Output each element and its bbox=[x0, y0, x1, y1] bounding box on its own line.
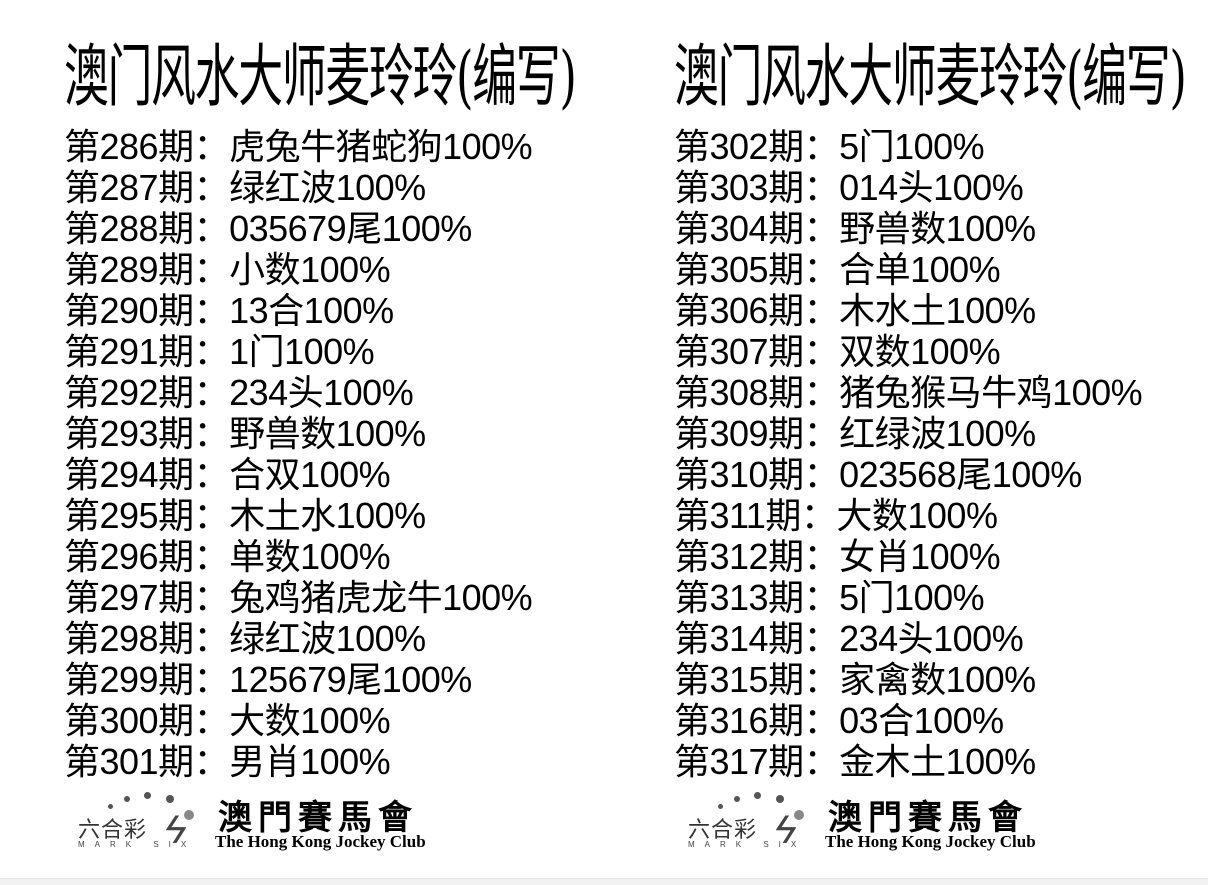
prediction-row: 第309期：红绿波100% bbox=[674, 413, 1036, 454]
prediction-row: 第300期：大数100% bbox=[64, 700, 391, 741]
club-name-cn: 澳門賽馬會 bbox=[218, 798, 418, 838]
mark-six-text: MARK SIX bbox=[78, 840, 197, 849]
mark-six-label: 六合彩 bbox=[688, 817, 758, 842]
prediction-row: 第299期：125679尾100% bbox=[64, 659, 472, 700]
prediction-row: 第317期：金木土100% bbox=[674, 741, 1036, 782]
prediction-row: 第306期：木水土100% bbox=[674, 290, 1036, 331]
dots-icon bbox=[710, 790, 804, 820]
prediction-row: 第295期：木土水100% bbox=[64, 495, 426, 536]
prediction-row: 第301期：男肖100% bbox=[64, 741, 391, 782]
prediction-row: 第292期：234头100% bbox=[64, 372, 414, 413]
dots-icon bbox=[100, 790, 194, 820]
prediction-row: 第311期：大数100% bbox=[674, 495, 998, 536]
prediction-list: 第286期：虎兔牛猪蛇狗100% 第287期：绿红波100% 第288期：03567… bbox=[64, 126, 624, 782]
prediction-row: 第286期：虎兔牛猪蛇狗100% bbox=[64, 126, 533, 167]
prediction-row: 第297期：兔鸡猪虎龙牛100% bbox=[64, 577, 533, 618]
right-column: 澳门风水大师麦玲玲(编写) 第302期：5门100% 第303期：014头100%… bbox=[674, 36, 1208, 782]
prediction-row: 第315期：家禽数100% bbox=[674, 659, 1036, 700]
prediction-row: 第307期：双数100% bbox=[674, 331, 1001, 372]
prediction-row: 第305期：合单100% bbox=[674, 249, 1001, 290]
prediction-list: 第302期：5门100% 第303期：014头100% 第304期：野兽数100% 第… bbox=[674, 126, 1208, 782]
mark-six-text: MARK SIX bbox=[688, 840, 807, 849]
prediction-row: 第310期：023568尾100% bbox=[674, 454, 1082, 495]
bottom-divider bbox=[0, 878, 1208, 885]
prediction-row: 第303期：014头100% bbox=[674, 167, 1024, 208]
prediction-row: 第287期：绿红波100% bbox=[64, 167, 426, 208]
prediction-row: 第316期：03合100% bbox=[674, 700, 1004, 741]
prediction-row: 第312期：女肖100% bbox=[674, 536, 1001, 577]
prediction-row: 第288期：035679尾100% bbox=[64, 208, 472, 249]
prediction-row: 第293期：野兽数100% bbox=[64, 413, 426, 454]
club-name-en: The Hong Kong Jockey Club bbox=[215, 832, 426, 851]
prediction-row: 第298期：绿红波100% bbox=[64, 618, 426, 659]
prediction-row: 第313期：5门100% bbox=[674, 577, 985, 618]
column-title: 澳门风水大师麦玲玲(编写) bbox=[64, 38, 577, 117]
prediction-row: 第290期：13合100% bbox=[64, 290, 394, 331]
mark-six-label: 六合彩 bbox=[78, 817, 148, 842]
club-name-cn: 澳門賽馬會 bbox=[828, 798, 1028, 838]
prediction-row: 第302期：5门100% bbox=[674, 126, 985, 167]
prediction-row: 第296期：单数100% bbox=[64, 536, 391, 577]
prediction-row: 第291期：1门100% bbox=[64, 331, 375, 372]
prediction-row: 第308期：猪兔猴马牛鸡100% bbox=[674, 372, 1143, 413]
left-column: 澳门风水大师麦玲玲(编写) 第286期：虎兔牛猪蛇狗100% 第287期：绿红波1… bbox=[64, 36, 624, 782]
club-name-en: The Hong Kong Jockey Club bbox=[825, 832, 1036, 851]
prediction-row: 第304期：野兽数100% bbox=[674, 208, 1036, 249]
prediction-row: 第294期：合双100% bbox=[64, 454, 391, 495]
prediction-row: 第314期：234头100% bbox=[674, 618, 1024, 659]
jockey-club-logo: 六合彩 ϟ MARK SIX 澳門賽馬會 The Hong Kong Jocke… bbox=[680, 790, 1110, 860]
jockey-club-logo: 六合彩 ϟ MARK SIX 澳門賽馬會 The Hong Kong Jocke… bbox=[70, 790, 500, 860]
prediction-row: 第289期：小数100% bbox=[64, 249, 391, 290]
column-title: 澳门风水大师麦玲玲(编写) bbox=[674, 38, 1187, 117]
